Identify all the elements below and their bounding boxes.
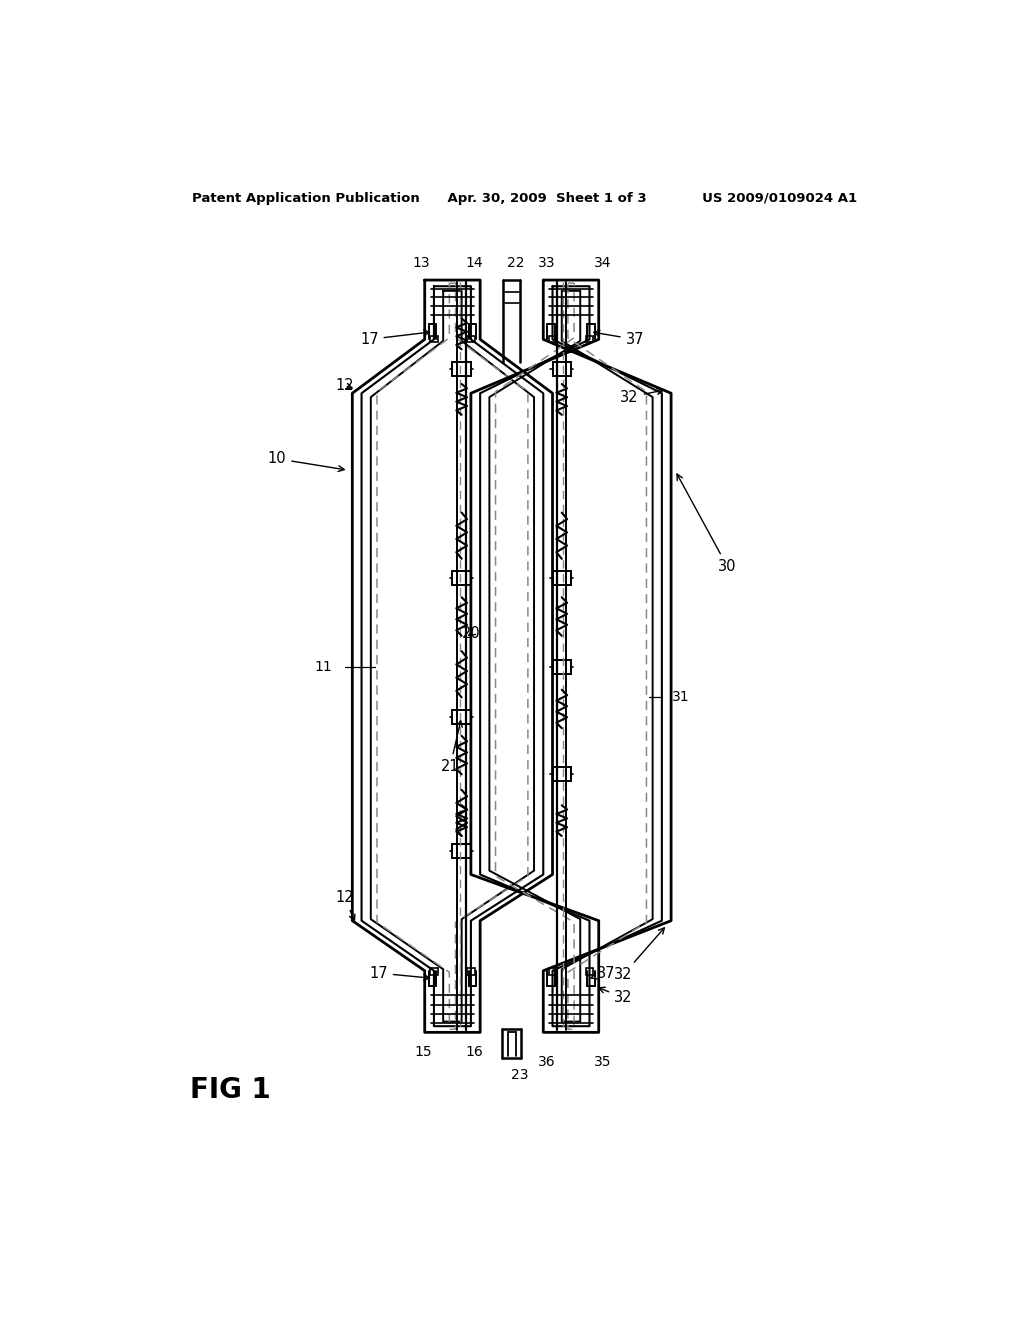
Bar <box>553 767 571 781</box>
Text: Patent Application Publication      Apr. 30, 2009  Sheet 1 of 3            US 20: Patent Application Publication Apr. 30, … <box>193 191 857 205</box>
Bar <box>453 710 471 723</box>
Text: 17: 17 <box>360 330 430 347</box>
Bar <box>467 969 475 974</box>
Text: 35: 35 <box>594 1055 611 1069</box>
Text: 23: 23 <box>511 1068 528 1081</box>
Text: 22: 22 <box>507 256 524 271</box>
Text: 20: 20 <box>462 626 481 642</box>
Bar <box>430 335 438 342</box>
Text: 32: 32 <box>614 928 665 982</box>
Text: 37: 37 <box>591 965 615 981</box>
Text: 12: 12 <box>335 378 354 393</box>
Text: 32: 32 <box>599 987 633 1006</box>
Text: 17: 17 <box>370 965 430 981</box>
Bar <box>549 335 556 342</box>
Text: 30: 30 <box>677 474 736 574</box>
Bar <box>467 335 475 342</box>
Text: FIG 1: FIG 1 <box>190 1076 271 1104</box>
Bar <box>430 969 438 974</box>
Text: 15: 15 <box>415 1044 432 1059</box>
Text: 12: 12 <box>335 890 355 920</box>
Text: 13: 13 <box>412 256 430 271</box>
Bar <box>553 572 571 585</box>
Bar <box>586 335 593 342</box>
Text: 32: 32 <box>621 388 663 405</box>
Text: 16: 16 <box>465 1044 483 1059</box>
Bar <box>549 969 556 974</box>
Text: 34: 34 <box>594 256 611 271</box>
Bar <box>553 362 571 376</box>
Text: 10: 10 <box>267 451 344 471</box>
Text: 33: 33 <box>539 256 556 271</box>
Bar <box>553 660 571 673</box>
Text: 31: 31 <box>673 690 690 705</box>
Text: 21: 21 <box>440 721 462 775</box>
Text: 36: 36 <box>539 1055 556 1069</box>
Bar <box>586 969 593 974</box>
Text: 11: 11 <box>314 660 332 673</box>
Text: 37: 37 <box>594 330 644 347</box>
Bar <box>453 845 471 858</box>
Bar <box>453 362 471 376</box>
Text: 14: 14 <box>465 256 482 271</box>
Bar <box>453 572 471 585</box>
